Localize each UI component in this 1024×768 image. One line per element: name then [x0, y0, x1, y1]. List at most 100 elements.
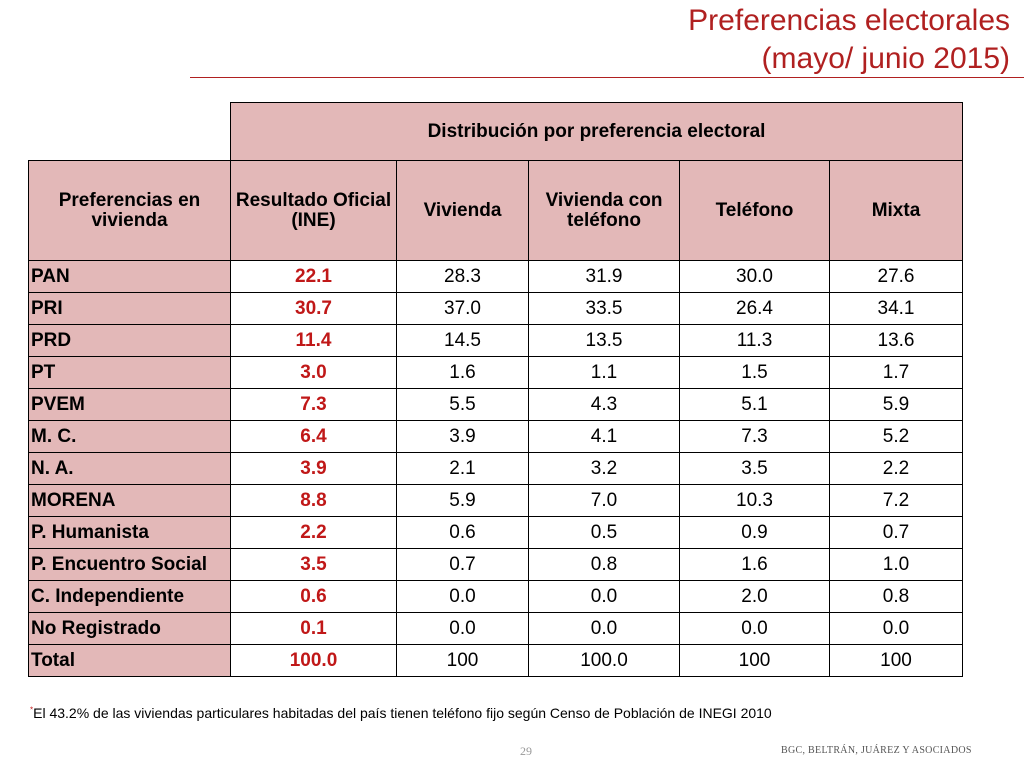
slide-title-line2: (mayo/ junio 2015) [761, 42, 1010, 75]
value-cell: 33.5 [528, 292, 680, 325]
official-value-cell: 30.7 [230, 292, 397, 325]
row-label: MORENA [28, 484, 231, 517]
value-cell: 100 [396, 644, 529, 677]
official-value-cell: 8.8 [230, 484, 397, 517]
footnote: *El 43.2% de las viviendas particulares … [30, 705, 772, 721]
value-cell: 27.6 [829, 260, 963, 293]
row-label: N. A. [28, 452, 231, 485]
table-row: N. A. 3.9 2.1 3.2 3.5 2.2 [28, 452, 963, 485]
value-cell: 28.3 [396, 260, 529, 293]
official-value-cell: 3.5 [230, 548, 397, 581]
value-cell: 4.3 [528, 388, 680, 421]
row-label: PRD [28, 324, 231, 357]
value-cell: 1.7 [829, 356, 963, 389]
official-value-cell: 0.1 [230, 612, 397, 645]
row-label: P. Humanista [28, 516, 231, 549]
preferences-table: Distribución por preferencia electoral P… [28, 102, 963, 677]
official-value-cell: 100.0 [230, 644, 397, 677]
table-row: PRD 11.4 14.5 13.5 11.3 13.6 [28, 324, 963, 357]
value-cell: 13.5 [528, 324, 680, 357]
table-row: C. Independiente 0.6 0.0 0.0 2.0 0.8 [28, 580, 963, 613]
table-row: M. C. 6.4 3.9 4.1 7.3 5.2 [28, 420, 963, 453]
value-cell: 10.3 [679, 484, 830, 517]
value-cell: 1.6 [679, 548, 830, 581]
row-label: C. Independiente [28, 580, 231, 613]
footnote-text: El 43.2% de las viviendas particulares h… [33, 705, 772, 721]
official-value-cell: 22.1 [230, 260, 397, 293]
value-cell: 5.1 [679, 388, 830, 421]
official-value-cell: 11.4 [230, 324, 397, 357]
title-divider [190, 77, 1024, 78]
row-label: PAN [28, 260, 231, 293]
value-cell: 0.0 [396, 580, 529, 613]
row-label: Total [28, 644, 231, 677]
value-cell: 0.5 [528, 516, 680, 549]
value-cell: 30.0 [679, 260, 830, 293]
column-header: Vivienda con teléfono [528, 160, 680, 261]
value-cell: 31.9 [528, 260, 680, 293]
official-value-cell: 0.6 [230, 580, 397, 613]
value-cell: 0.0 [528, 580, 680, 613]
table-body: PAN 22.1 28.3 31.9 30.0 27.6 PRI 30.7 37.0 33.5 26… [28, 260, 963, 677]
row-label: P. Encuentro Social [28, 548, 231, 581]
value-cell: 1.0 [829, 548, 963, 581]
value-cell: 13.6 [829, 324, 963, 357]
slide-title-line1: Preferencias electorales [688, 4, 1010, 37]
value-cell: 0.0 [528, 612, 680, 645]
value-cell: 34.1 [829, 292, 963, 325]
value-cell: 11.3 [679, 324, 830, 357]
value-cell: 5.9 [829, 388, 963, 421]
official-value-cell: 2.2 [230, 516, 397, 549]
value-cell: 7.0 [528, 484, 680, 517]
row-label: M. C. [28, 420, 231, 453]
value-cell: 2.1 [396, 452, 529, 485]
value-cell: 0.8 [528, 548, 680, 581]
value-cell: 26.4 [679, 292, 830, 325]
brand-footer: BGC, BELTRÁN, JUÁREZ Y ASOCIADOS [781, 745, 972, 756]
table-row: P. Encuentro Social 3.5 0.7 0.8 1.6 1.0 [28, 548, 963, 581]
value-cell: 0.7 [396, 548, 529, 581]
official-value-cell: 6.4 [230, 420, 397, 453]
table-row: Total 100.0 100 100.0 100 100 [28, 644, 963, 677]
value-cell: 4.1 [528, 420, 680, 453]
value-cell: 3.5 [679, 452, 830, 485]
table-row: PAN 22.1 28.3 31.9 30.0 27.6 [28, 260, 963, 293]
table-row: MORENA 8.8 5.9 7.0 10.3 7.2 [28, 484, 963, 517]
group-header: Distribución por preferencia electoral [230, 102, 963, 161]
row-header: Preferencias en vivienda [28, 160, 231, 261]
table-row: P. Humanista 2.2 0.6 0.5 0.9 0.7 [28, 516, 963, 549]
value-cell: 0.6 [396, 516, 529, 549]
value-cell: 0.0 [396, 612, 529, 645]
table-row: PRI 30.7 37.0 33.5 26.4 34.1 [28, 292, 963, 325]
value-cell: 7.2 [829, 484, 963, 517]
value-cell: 2.0 [679, 580, 830, 613]
table-row: PVEM 7.3 5.5 4.3 5.1 5.9 [28, 388, 963, 421]
value-cell: 100 [829, 644, 963, 677]
value-cell: 5.9 [396, 484, 529, 517]
value-cell: 2.2 [829, 452, 963, 485]
column-header: Mixta [829, 160, 963, 261]
value-cell: 0.0 [829, 612, 963, 645]
official-value-cell: 7.3 [230, 388, 397, 421]
column-header: Resultado Oficial (INE) [230, 160, 397, 261]
column-header: Teléfono [679, 160, 830, 261]
official-value-cell: 3.9 [230, 452, 397, 485]
slide-title: Preferencias electorales (mayo/ junio 20… [688, 2, 1010, 78]
value-cell: 1.1 [528, 356, 680, 389]
value-cell: 37.0 [396, 292, 529, 325]
table-row: PT 3.0 1.6 1.1 1.5 1.7 [28, 356, 963, 389]
row-label: PVEM [28, 388, 231, 421]
value-cell: 3.2 [528, 452, 680, 485]
value-cell: 100.0 [528, 644, 680, 677]
official-value-cell: 3.0 [230, 356, 397, 389]
value-cell: 0.0 [679, 612, 830, 645]
table-row: No Registrado 0.1 0.0 0.0 0.0 0.0 [28, 612, 963, 645]
row-label: PRI [28, 292, 231, 325]
value-cell: 5.5 [396, 388, 529, 421]
value-cell: 3.9 [396, 420, 529, 453]
table-corner-blank [29, 103, 231, 161]
value-cell: 5.2 [829, 420, 963, 453]
row-label: PT [28, 356, 231, 389]
column-header: Vivienda [396, 160, 529, 261]
value-cell: 0.8 [829, 580, 963, 613]
